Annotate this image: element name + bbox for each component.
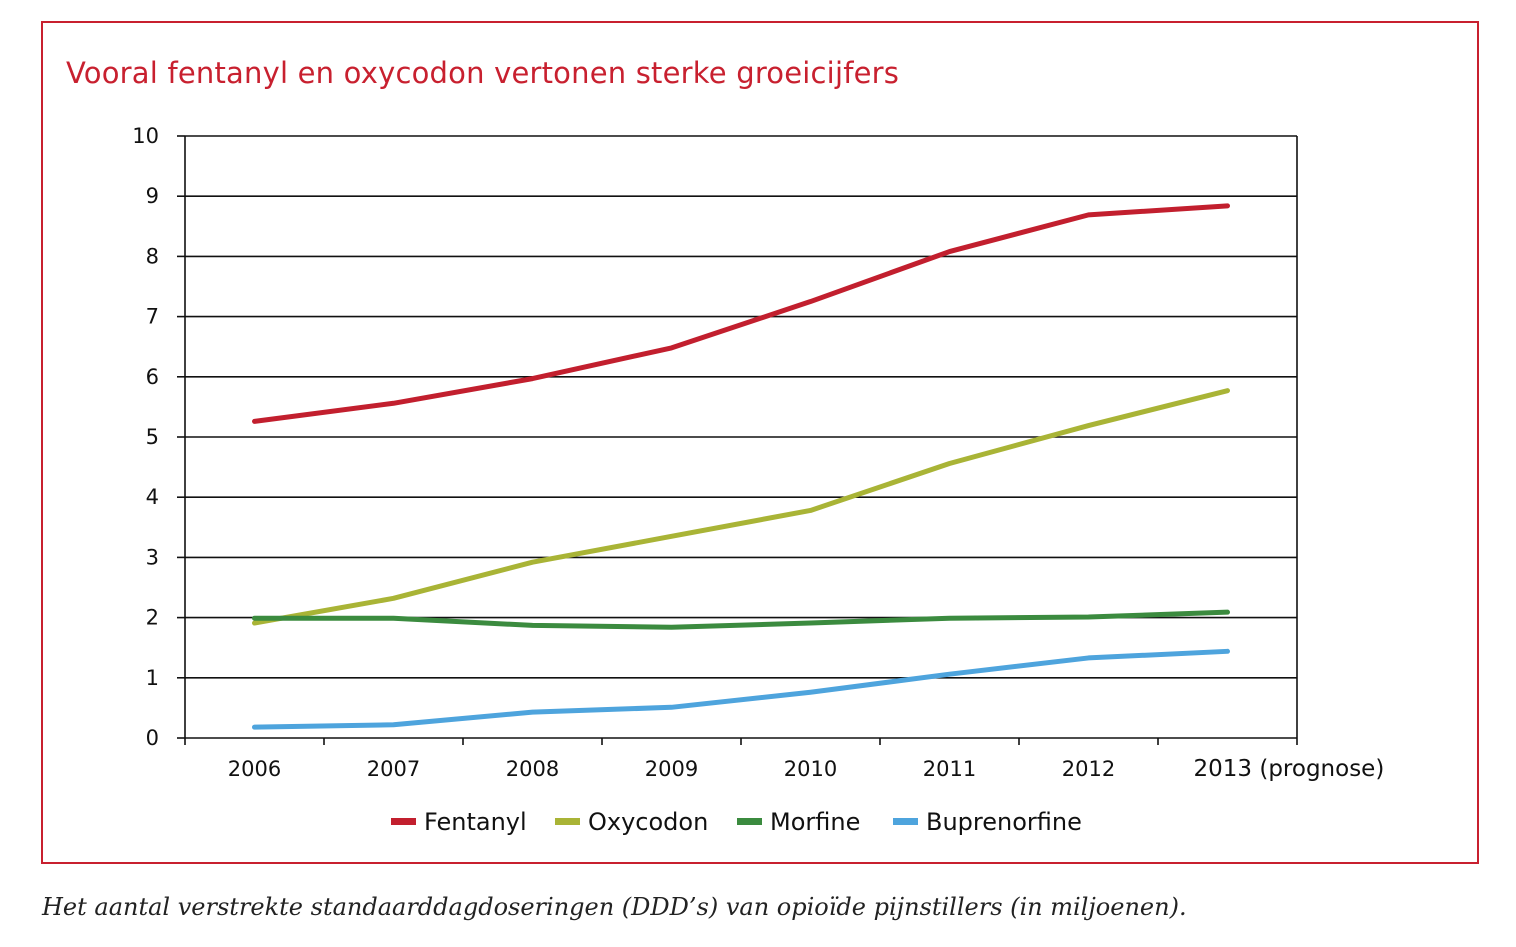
x-tick-label: 2011 (923, 757, 976, 781)
y-tick-label: 8 (146, 244, 159, 268)
y-tick-label: 3 (146, 545, 159, 569)
legend-label-fentanyl: Fentanyl (424, 808, 527, 836)
x-tick-label: 2006 (228, 757, 281, 781)
chart-title: Vooral fentanyl en oxycodon vertonen ste… (66, 56, 900, 90)
chart-frame (41, 21, 1479, 864)
legend-swatch-buprenorfine (893, 818, 918, 825)
y-tick-label: 1 (146, 666, 159, 690)
x-tick-label: 2013 (prognose) (1194, 756, 1385, 782)
x-tick-label: 2012 (1062, 757, 1115, 781)
y-tick-label: 7 (146, 305, 159, 329)
legend-label-buprenorfine: Buprenorfine (926, 808, 1082, 836)
series-line-fentanyl (252, 203, 1230, 424)
x-tick-label: 2008 (506, 757, 559, 781)
y-tick-label: 10 (132, 124, 159, 148)
y-tick-label: 6 (146, 365, 159, 389)
series-line-buprenorfine (252, 648, 1230, 730)
y-tick-label: 2 (146, 606, 159, 630)
legend-swatch-oxycodon (555, 818, 580, 825)
x-tick-label: 2009 (645, 757, 698, 781)
chart-caption: Het aantal verstrekte standaarddagdoseri… (42, 893, 1187, 921)
y-tick-label: 9 (146, 184, 159, 208)
series-line-oxycodon (252, 388, 1230, 626)
legend-label-morfine: Morfine (770, 808, 860, 836)
legend-label-oxycodon: Oxycodon (588, 808, 708, 836)
y-tick-label: 4 (146, 485, 159, 509)
y-tick-label: 0 (146, 726, 159, 750)
legend-swatch-morfine (737, 818, 762, 825)
legend-swatch-fentanyl (391, 818, 416, 825)
x-tick-label: 2007 (367, 757, 420, 781)
y-tick-label: 5 (146, 425, 159, 449)
series-line-morfine (252, 609, 1230, 630)
x-tick-label: 2010 (784, 757, 837, 781)
